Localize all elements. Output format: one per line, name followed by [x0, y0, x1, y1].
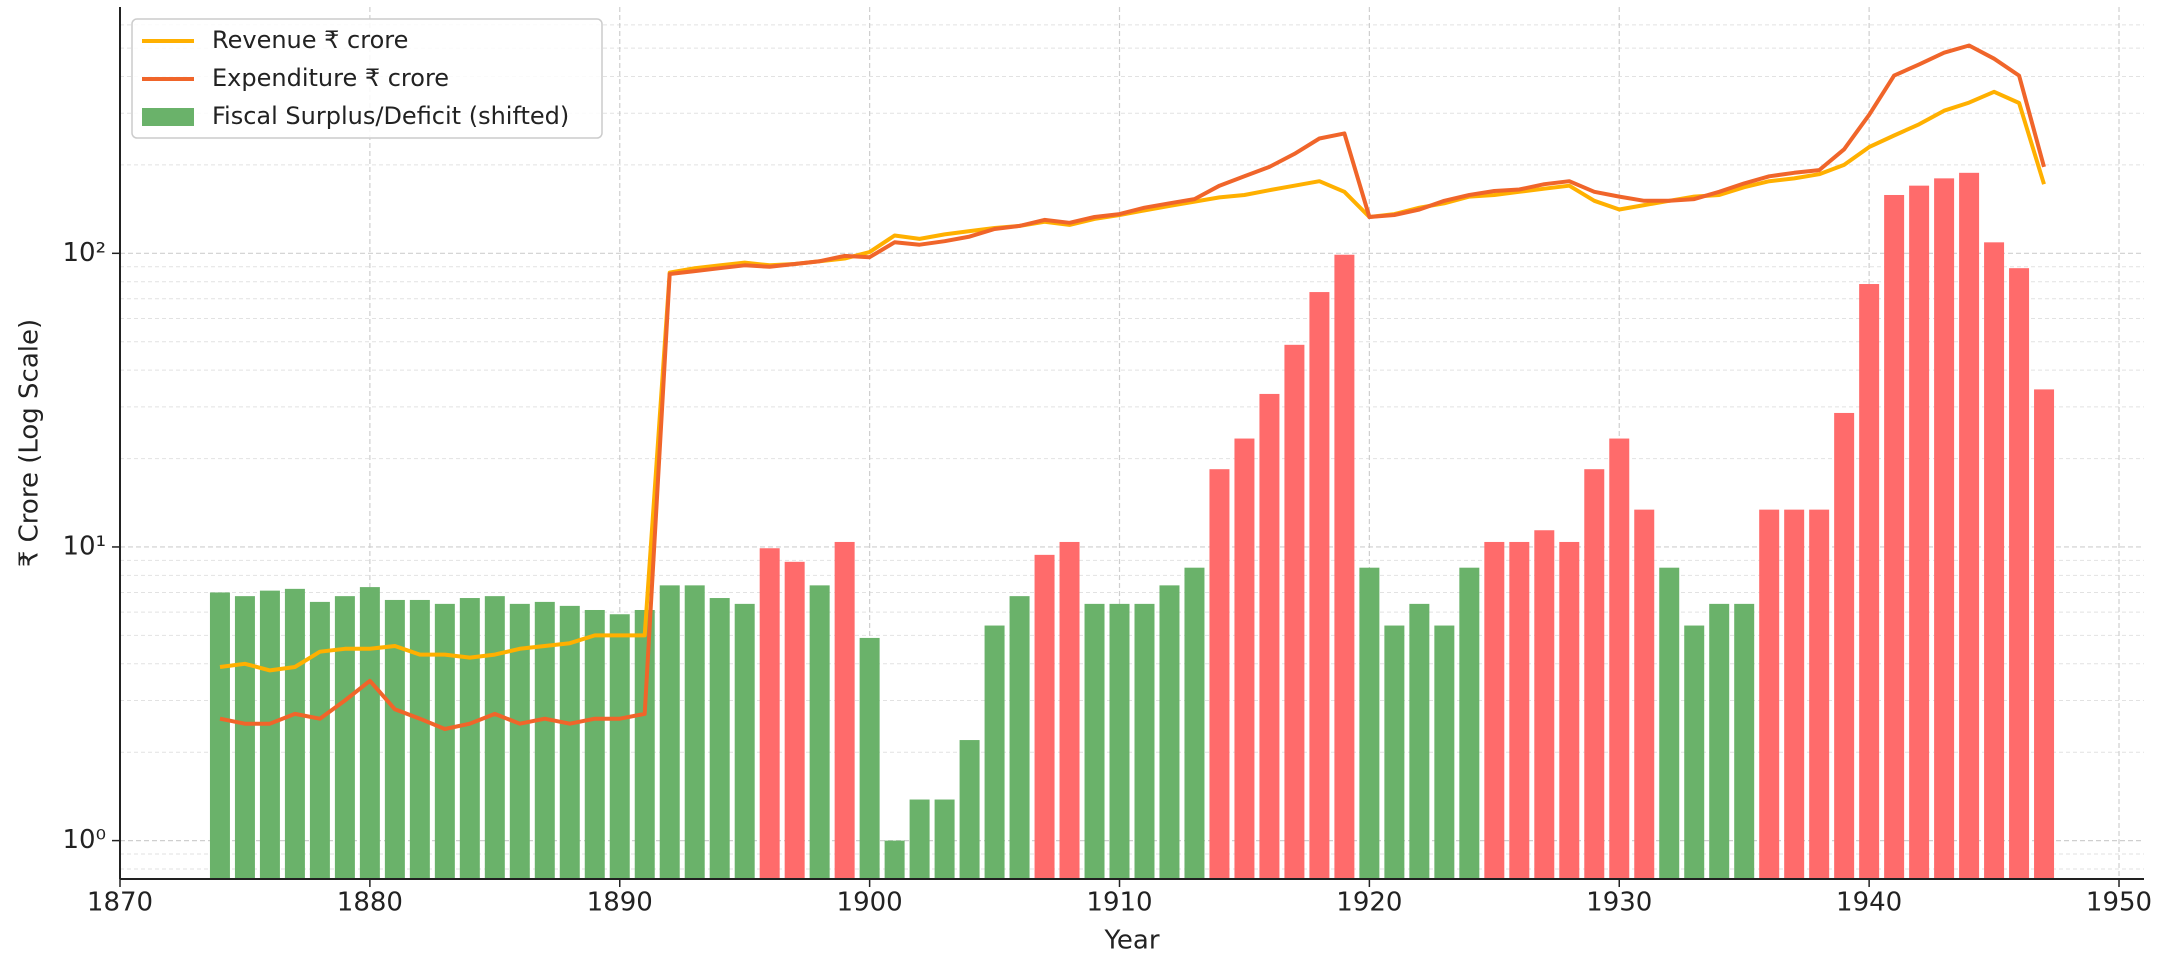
bar — [234, 596, 255, 879]
x-tick-label: 1900 — [837, 888, 903, 918]
bar — [1359, 567, 1380, 879]
bar — [1909, 185, 1930, 879]
bar — [784, 561, 805, 879]
bar — [359, 587, 380, 879]
bar — [1784, 509, 1805, 879]
bar — [1259, 393, 1280, 879]
x-tick-label: 1950 — [2086, 888, 2152, 918]
bar — [834, 541, 855, 879]
bar — [1659, 567, 1680, 879]
bar — [659, 585, 680, 879]
bar — [1409, 603, 1430, 879]
bar — [1684, 625, 1705, 879]
bar — [1209, 469, 1230, 879]
x-tick-label: 1870 — [87, 888, 153, 918]
bar — [909, 799, 930, 879]
bar — [1584, 469, 1605, 879]
bar — [1484, 541, 1505, 879]
bar — [809, 585, 830, 879]
y-tick-label: 10² — [62, 238, 106, 268]
bar — [1984, 242, 2005, 880]
bar — [1334, 254, 1355, 879]
bar — [1709, 603, 1730, 879]
bar — [2034, 389, 2055, 879]
bar — [1934, 178, 1955, 879]
x-tick-label: 1940 — [1836, 888, 1902, 918]
bar — [859, 637, 880, 879]
bar — [1759, 509, 1780, 879]
bar — [1084, 603, 1105, 879]
bar — [509, 603, 530, 879]
bar — [684, 585, 705, 879]
bar — [1609, 438, 1630, 879]
bar — [1134, 603, 1155, 879]
bar — [1634, 509, 1655, 879]
legend-label: Revenue ₹ crore — [212, 26, 408, 54]
x-tick-label: 1920 — [1336, 888, 1402, 918]
bar — [1859, 284, 1880, 879]
bar — [459, 598, 480, 879]
y-tick-label: 10¹ — [62, 531, 106, 561]
y-tick-label: 10⁰ — [62, 825, 106, 855]
bar — [1734, 603, 1755, 879]
bar — [309, 601, 330, 879]
x-tick-label: 1910 — [1086, 888, 1152, 918]
bar — [734, 603, 755, 879]
legend-swatch — [142, 108, 194, 126]
x-tick-label: 1880 — [337, 888, 403, 918]
bar — [1159, 585, 1180, 879]
bar — [1309, 292, 1330, 879]
bar — [1534, 530, 1555, 879]
bar — [1809, 509, 1830, 879]
bar — [1034, 554, 1055, 879]
bar — [1834, 412, 1855, 879]
bar — [1184, 567, 1205, 879]
x-axis-label: Year — [1103, 926, 1159, 956]
bar — [1559, 541, 1580, 879]
bar — [1284, 344, 1305, 880]
bar — [434, 603, 455, 879]
legend-label: Expenditure ₹ crore — [212, 64, 449, 92]
bar — [2009, 268, 2030, 879]
bar — [284, 588, 305, 879]
bar — [1059, 541, 1080, 879]
bar — [884, 840, 905, 879]
bar — [484, 596, 505, 879]
bar — [1009, 596, 1030, 879]
legend-label: Fiscal Surplus/Deficit (shifted) — [212, 102, 569, 130]
bar — [209, 592, 230, 879]
line — [219, 43, 2046, 731]
bar — [534, 601, 555, 879]
bar — [709, 598, 730, 879]
bar — [1459, 567, 1480, 879]
bar — [759, 548, 780, 879]
bar — [1959, 172, 1980, 880]
bar — [959, 740, 980, 879]
legend-frame — [131, 18, 603, 139]
x-tick-label: 1890 — [587, 888, 653, 918]
bar — [334, 596, 355, 879]
bar — [1234, 438, 1255, 879]
bar — [984, 625, 1005, 879]
bar — [934, 799, 955, 879]
bar — [1884, 194, 1905, 879]
bar — [634, 609, 655, 879]
bar — [1434, 625, 1455, 879]
bar — [409, 599, 430, 879]
bar — [1109, 603, 1130, 879]
bar — [609, 614, 630, 879]
bar — [584, 609, 605, 879]
bar — [259, 590, 280, 879]
bar — [384, 599, 405, 879]
legend: Revenue ₹ crore Expenditure ₹ crore Fiscal… — [131, 18, 603, 139]
bar — [1384, 625, 1405, 879]
bar — [1509, 541, 1530, 879]
x-tick-label: 1930 — [1586, 888, 1652, 918]
y-axis-label: ₹ Crore (Log Scale) — [15, 319, 45, 567]
bar — [559, 605, 580, 879]
